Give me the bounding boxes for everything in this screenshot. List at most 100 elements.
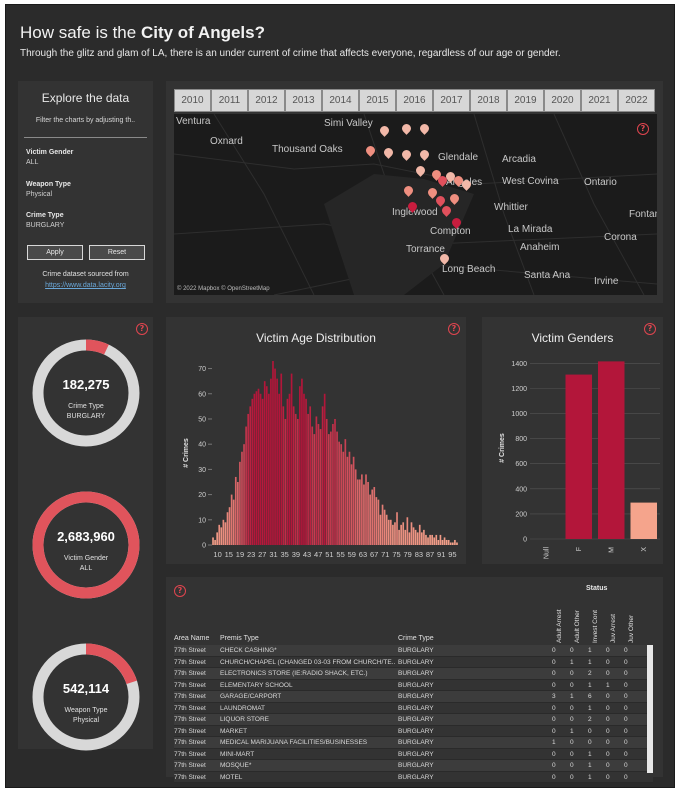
age-chart-panel: Victim Age Distribution ? 0 10 20 30 40 50 60 7… [166,317,466,564]
table-cell: BURGLARY [398,739,434,746]
table-cell: BURGLARY [398,762,434,769]
age-bar [338,441,340,545]
age-help-icon[interactable]: ? [448,323,460,335]
table-row[interactable]: 77th Street MINI-MART BURGLARY 0 0 1 0 0 [174,748,653,760]
table-row[interactable]: 77th Street CHURCH/CHAPEL (CHANGED 03-03 … [174,656,653,668]
status-cell: 0 [552,727,556,735]
map-help-icon[interactable]: ? [637,123,649,135]
table-row[interactable]: 77th Street LAUNDROMAT BURGLARY 0 0 1 0 0 [174,702,653,714]
map-city-label: West Covina [502,176,559,187]
gender-help-icon[interactable]: ? [644,323,656,335]
column-header[interactable]: Area Name [174,635,210,642]
table-row[interactable]: 77th Street ELEMENTARY SCHOOL BURGLARY 0 0 1 1… [174,679,653,691]
crime-map[interactable]: ? © 2022 Mapbox © OpenStreetMap Ventura S… [174,114,657,295]
status-cell: 1 [588,704,592,712]
table-cell: BURGLARY [398,704,434,712]
year-button-2014[interactable]: 2014 [322,89,359,112]
x-tick-label: 47 [314,550,322,559]
map-roads [174,114,657,295]
table-cell: 77th Street [174,739,206,746]
year-button-2021[interactable]: 2021 [581,89,618,112]
status-cell: 0 [624,704,628,712]
year-button-2012[interactable]: 2012 [248,89,285,112]
column-header[interactable]: Premis Type [220,635,259,642]
table-help-icon[interactable]: ? [174,585,186,597]
age-bar [392,524,394,545]
table-cell: 77th Street [174,716,206,723]
age-bar [456,542,458,545]
kpi-panel: ? 182,275 Crime Type BURGLARY 2,683,960 Vict… [18,317,153,751]
age-bar [408,532,411,545]
status-column-header[interactable]: Juv Other [628,614,635,643]
age-bar [276,378,278,545]
status-cell: 0 [552,773,556,781]
gender-chart-title: Victim Genders [531,331,614,345]
table-scrollbar[interactable] [647,645,653,773]
apply-button[interactable]: Apply [27,245,83,260]
kpi-help-icon[interactable]: ? [136,323,148,335]
year-button-2015[interactable]: 2015 [359,89,396,112]
crime-type-value[interactable]: BURGLARY [26,222,65,229]
reset-button[interactable]: Reset [89,245,145,260]
age-bar [377,499,380,545]
status-column-header[interactable]: Adult Arrest [556,609,563,643]
age-bar [239,461,241,545]
table-row[interactable]: 77th Street MOSQUE* BURGLARY 0 0 1 0 0 [174,760,653,772]
age-bar [385,514,388,545]
age-bar [379,514,382,545]
kpi-value: 542,114 [62,681,110,696]
table-row[interactable]: 77th Street MEDICAL MARIJUANA FACILITIES/… [174,737,653,749]
table-row[interactable]: 77th Street MOTEL BURGLARY 0 0 1 0 0 [174,771,653,783]
table-row[interactable]: 77th Street MARKET BURGLARY 0 1 0 0 0 [174,725,653,737]
age-bar [218,524,221,545]
age-bar [352,456,355,545]
source-link[interactable]: https://www.data.lacity.org [45,282,126,289]
year-button-2020[interactable]: 2020 [544,89,581,112]
status-cell: 0 [552,670,556,677]
status-cell: 0 [570,739,574,746]
table-cell: BURGLARY [398,716,434,723]
year-button-2010[interactable]: 2010 [174,89,211,112]
age-bar [427,537,429,545]
year-button-2022[interactable]: 2022 [618,89,655,112]
table-row[interactable]: 77th Street LIQUOR STORE BURGLARY 0 0 2 0 0 [174,714,653,726]
year-button-2011[interactable]: 2011 [211,89,248,112]
age-bar [274,368,276,545]
table-row[interactable]: 77th Street ELECTRONICS STORE (IE:RADIO S… [174,668,653,680]
status-column-header[interactable]: Adult Other [574,610,581,643]
age-bar [451,542,454,545]
age-bar [420,532,423,545]
gender-bar [565,374,592,539]
status-cell: 0 [606,762,610,769]
victim-gender-value[interactable]: ALL [26,159,39,166]
year-button-2017[interactable]: 2017 [433,89,470,112]
status-column-header[interactable]: Invest Cont [592,610,599,643]
table-row[interactable]: 77th Street CHECK CASHING* BURGLARY 0 0 1 0 0 [174,645,653,657]
age-bar [367,481,369,545]
weapon-type-value[interactable]: Physical [26,191,53,198]
age-bar [253,393,256,545]
status-cell: 1 [570,727,574,735]
gender-chart: 0 200 400 600 800 1000 1200 1400 # Crimes Null F M X [499,361,660,559]
year-button-2019[interactable]: 2019 [507,89,544,112]
status-cell: 0 [606,716,610,723]
table-cell: LAUNDROMAT [220,704,266,712]
column-header[interactable]: Crime Type [398,635,434,642]
map-city-label: Glendale [438,152,479,163]
status-cell: 0 [624,670,628,677]
table-cell: MOSQUE* [220,762,252,769]
table-row[interactable]: 77th Street GARAGE/CARPORT BURGLARY 3 1 6 0 0 [174,691,653,703]
filter-panel: Explore the data Filter the charts by ad… [18,81,153,303]
age-bar [220,527,223,545]
status-cell: 0 [570,704,574,712]
x-tick-label: 67 [370,550,378,559]
table-cell: CHECK CASHING* [220,647,277,654]
status-column-header[interactable]: Juv Arrest [610,614,617,643]
year-button-2016[interactable]: 2016 [396,89,433,112]
y-tick-label: 400 [515,486,527,493]
year-button-2013[interactable]: 2013 [285,89,322,112]
table-cell: BURGLARY [398,727,434,735]
age-bar [425,534,427,545]
year-button-2018[interactable]: 2018 [470,89,507,112]
age-bar [234,476,237,545]
